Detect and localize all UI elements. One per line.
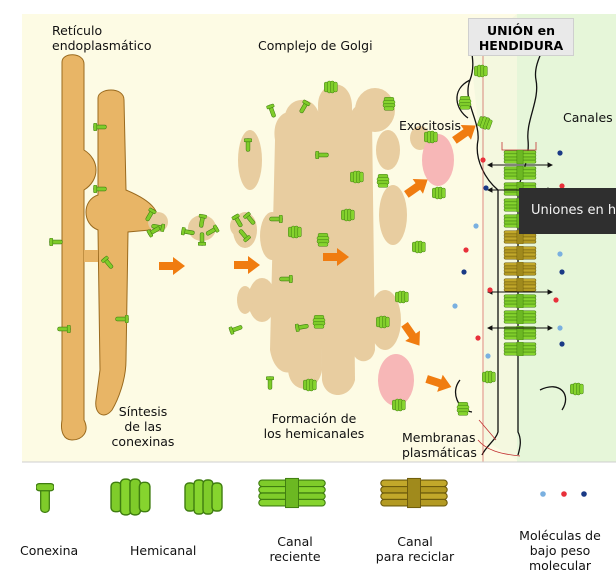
legend-connexin-label: Conexina xyxy=(20,543,79,558)
legend-recent-channel-icon xyxy=(258,477,326,509)
exocytosis-vesicle xyxy=(378,354,414,406)
legend-hemichannel-icon xyxy=(110,478,223,516)
exocytosis-label: Exocitosis xyxy=(399,118,461,133)
junction-title: UNIÓN en HENDIDURA xyxy=(468,18,574,56)
legend-molecules-label: Moléculas de bajo peso molecular xyxy=(519,528,601,573)
legend-recycle-channel-icon xyxy=(380,477,448,509)
legend-molecules-icon xyxy=(540,491,587,497)
legend-recent-channel-label: Canal reciente xyxy=(269,534,321,564)
legend-connexin-icon xyxy=(36,482,54,514)
synthesis-label: Síntesis de las conexinas xyxy=(111,404,175,449)
legend-hemichannel-label: Hemicanal xyxy=(130,543,197,558)
membranes-label: Membranas plasmáticas xyxy=(402,430,477,460)
plasma-membranes xyxy=(455,17,567,456)
endoplasmic-reticulum xyxy=(61,54,158,441)
small-molecules xyxy=(452,150,565,359)
exocytosis-vesicle xyxy=(422,134,454,186)
tooltip: Uniones en h xyxy=(519,188,616,234)
golgi-label: Complejo de Golgi xyxy=(258,38,373,53)
formation-label: Formación de los hemicanales xyxy=(263,411,365,441)
legend-recycle-channel-label: Canal para reciclar xyxy=(375,534,455,564)
golgi-complex xyxy=(233,84,430,395)
channels-label: Canales xyxy=(563,110,613,125)
er-label: Retículo endoplasmático xyxy=(52,23,152,53)
